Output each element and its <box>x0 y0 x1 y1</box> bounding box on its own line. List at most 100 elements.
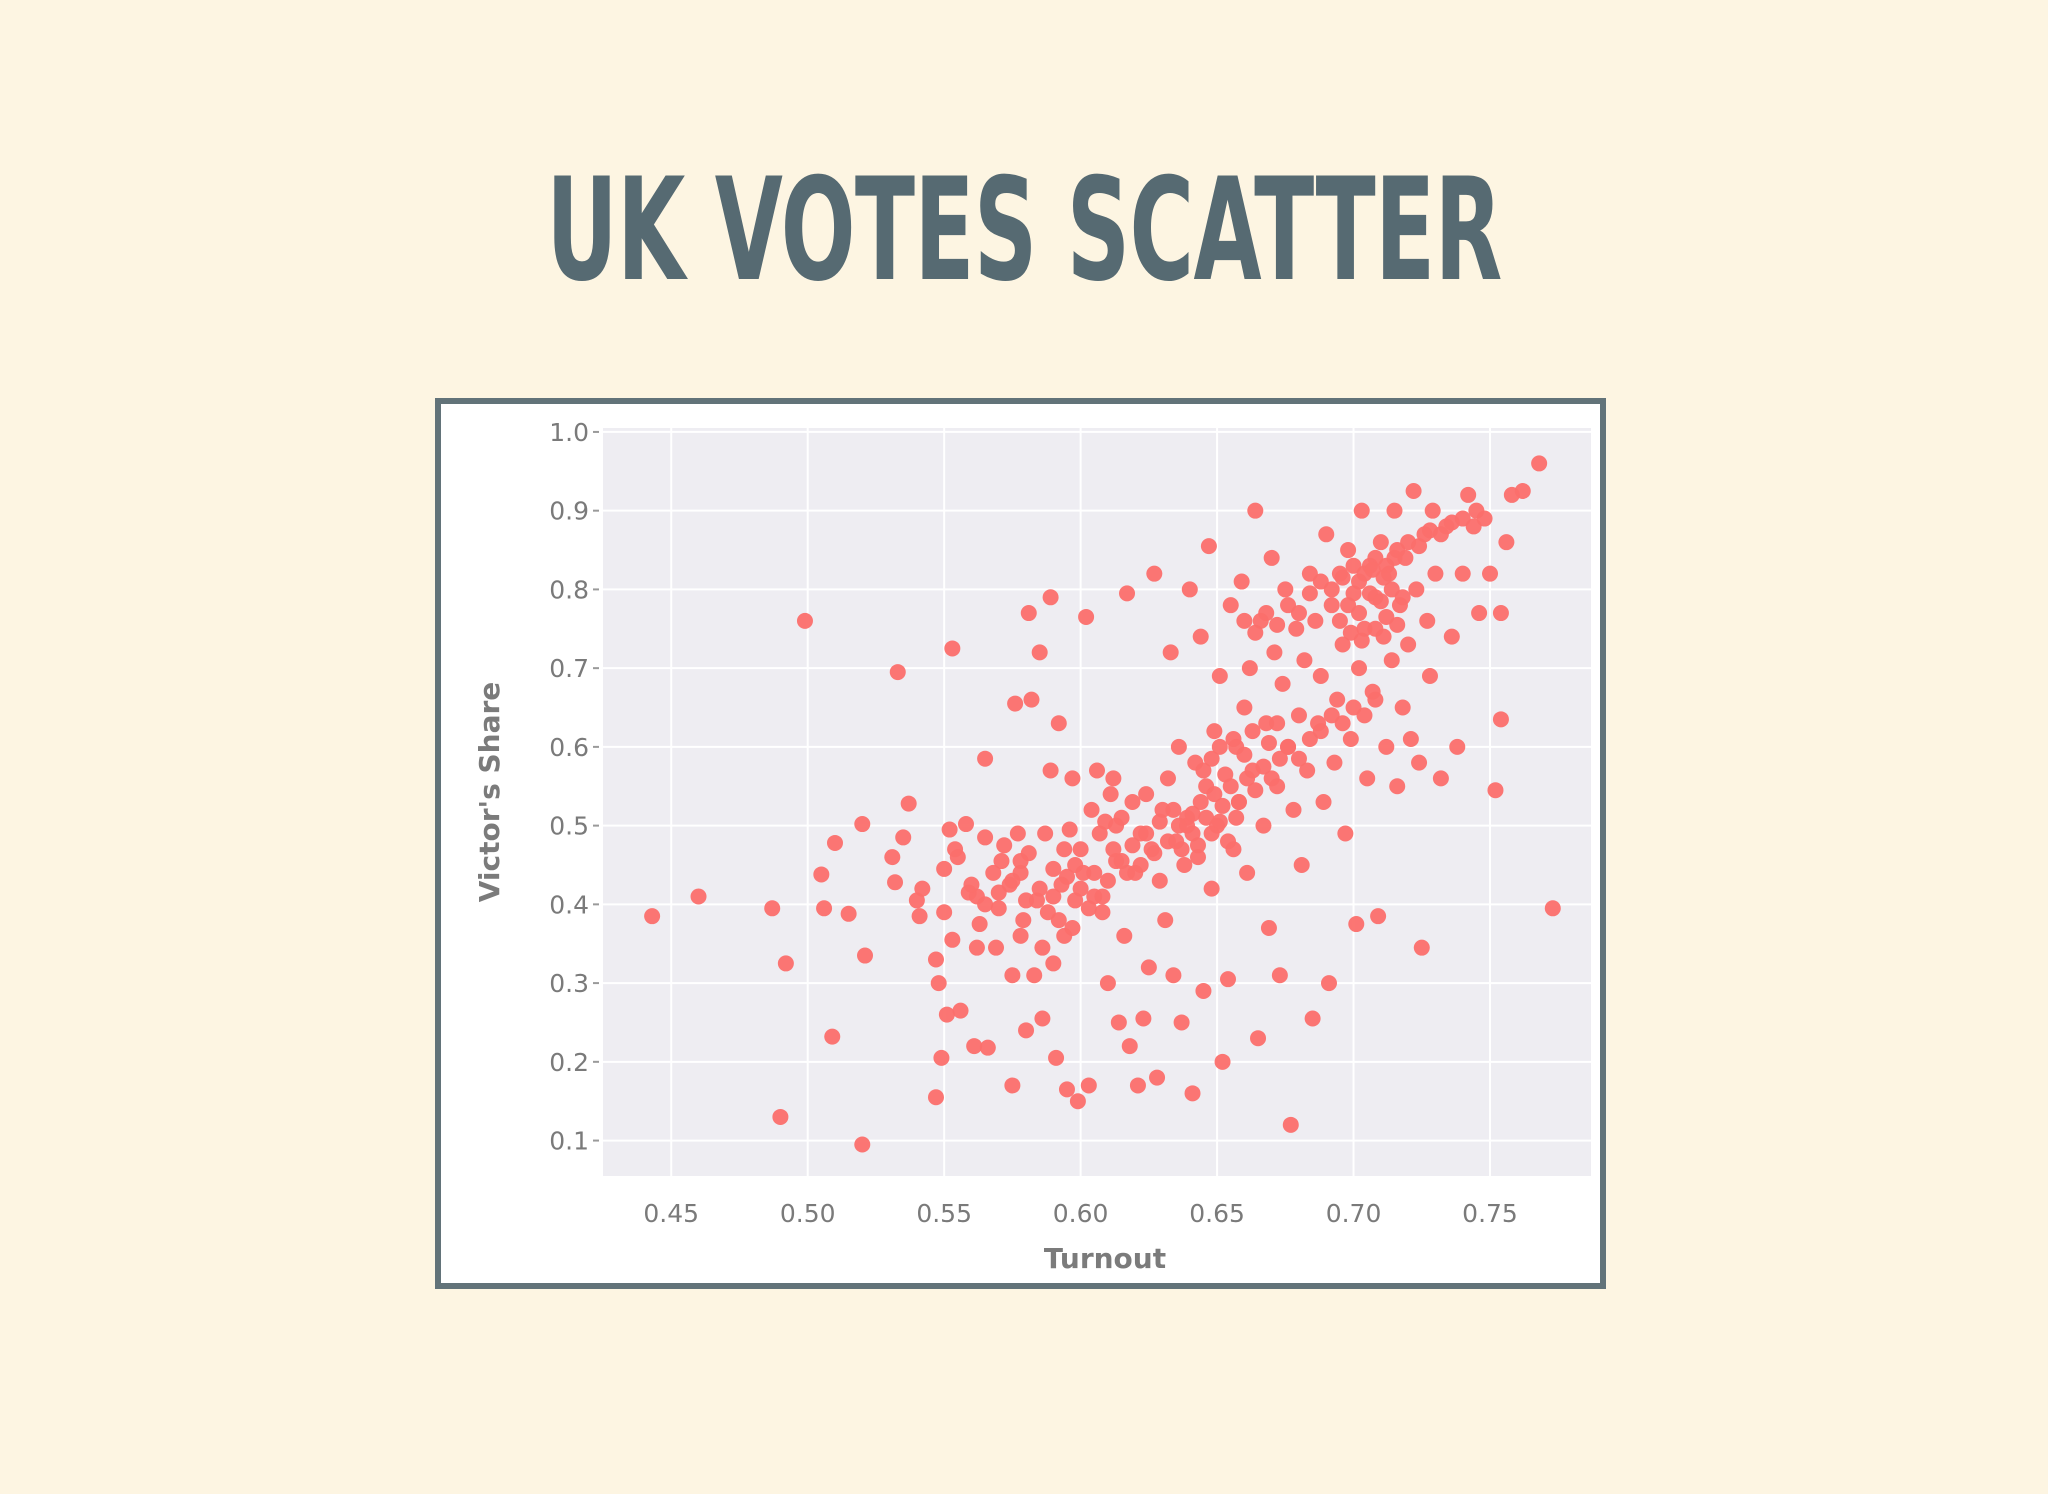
scatter-point <box>1282 1116 1299 1133</box>
scatter-point <box>1072 841 1089 858</box>
scatter-point <box>1274 675 1291 692</box>
scatter-point <box>933 1049 950 1066</box>
scatter-point <box>796 612 813 629</box>
scatter-point <box>1094 904 1111 921</box>
scatter-point <box>900 795 917 812</box>
x-tick-label: 0.65 <box>1189 1199 1245 1228</box>
scatter-point <box>1280 738 1297 755</box>
scatter-point <box>1105 841 1122 858</box>
scatter-point <box>1206 786 1223 803</box>
scatter-point <box>996 837 1013 854</box>
scatter-point <box>1135 1010 1152 1027</box>
scatter-point <box>824 1028 841 1045</box>
x-tick-label: 0.60 <box>1053 1199 1109 1228</box>
scatter-point <box>1230 794 1247 810</box>
scatter-point <box>1129 1077 1146 1094</box>
scatter-point <box>1386 502 1403 519</box>
scatter-point <box>1301 585 1318 602</box>
x-tick-label: 0.50 <box>780 1199 836 1228</box>
scatter-point <box>1173 841 1190 858</box>
scatter-point <box>1487 782 1504 799</box>
scatter-point <box>1460 486 1477 503</box>
scatter-point <box>1138 825 1155 842</box>
scatter-point <box>1356 707 1373 724</box>
y-tick-label: 0.9 <box>549 497 589 526</box>
scatter-point <box>1454 565 1471 582</box>
scatter-point <box>1189 849 1206 866</box>
scatter-point <box>911 908 928 925</box>
scatter-point <box>1020 605 1037 622</box>
scatter-point <box>1203 750 1220 767</box>
scatter-point <box>1405 482 1422 499</box>
scatter-point <box>1236 612 1253 629</box>
scatter-point <box>1492 711 1509 728</box>
scatter-point <box>977 750 994 767</box>
scatter-point <box>1351 660 1368 677</box>
scatter-point <box>644 908 661 925</box>
scatter-point <box>1151 872 1168 889</box>
scatter-point <box>1220 971 1237 988</box>
scatter-point <box>1214 1053 1231 1070</box>
scatter-point <box>1239 864 1256 881</box>
scatter-point <box>1250 1030 1267 1047</box>
scatter-point <box>1353 502 1370 519</box>
scatter-point <box>1334 636 1351 653</box>
scatter-point <box>816 900 833 917</box>
scatter-point <box>1337 825 1354 842</box>
scatter-point <box>1312 723 1329 740</box>
scatter-point <box>1424 502 1441 519</box>
scatter-point <box>1236 699 1253 716</box>
scatter-point <box>887 874 904 891</box>
scatter-point <box>1159 833 1176 850</box>
y-tick-label: 0.4 <box>549 890 589 919</box>
scatter-point <box>1116 927 1133 944</box>
scatter-point <box>1353 632 1370 649</box>
y-tick-label: 0.7 <box>549 654 589 683</box>
scatter-point <box>690 888 707 905</box>
scatter-point <box>1255 817 1272 834</box>
scatter-point <box>966 1038 983 1055</box>
scatter-point <box>1018 892 1035 909</box>
scatter-point <box>1443 628 1460 645</box>
scatter-point <box>1263 549 1280 566</box>
scatter-point <box>1184 1085 1201 1102</box>
scatter-point <box>1042 589 1059 606</box>
scatter-point <box>1083 801 1100 818</box>
scatter-point <box>1140 959 1157 976</box>
scatter-point <box>1222 778 1239 795</box>
scatter-point <box>1432 770 1449 787</box>
scatter-point <box>1277 581 1294 598</box>
scatter-point <box>1048 1049 1065 1066</box>
scatter-point <box>1400 636 1417 653</box>
scatter-point <box>1170 817 1187 834</box>
scatter-point <box>1015 912 1032 929</box>
scatter-point <box>1421 668 1438 685</box>
scatter-point <box>1468 502 1485 519</box>
scatter-point <box>854 1136 871 1153</box>
scatter-point <box>1203 825 1220 842</box>
scatter-point <box>1181 581 1198 598</box>
scatter-point <box>1124 837 1141 854</box>
scatter-point <box>968 939 985 956</box>
scatter-point <box>1225 731 1242 748</box>
scatter-point <box>944 640 961 657</box>
scatter-chart: 0.45 0.50 0.55 0.60 0.65 0.70 0.75 0.1 0.2 0.3 0.4… <box>473 418 1591 1275</box>
scatter-point <box>1031 880 1048 897</box>
scatter-point <box>957 816 974 833</box>
data-points <box>644 455 1561 1153</box>
scatter-point <box>993 853 1010 870</box>
x-tick-label: 0.70 <box>1326 1199 1382 1228</box>
scatter-point <box>1233 573 1250 590</box>
scatter-point <box>1176 856 1193 873</box>
x-tick-label: 0.75 <box>1462 1199 1518 1228</box>
scatter-point <box>988 939 1005 956</box>
scatter-point <box>1050 912 1067 929</box>
scatter-point <box>1318 526 1335 543</box>
scatter-point <box>1056 841 1073 858</box>
scatter-point <box>1099 975 1116 992</box>
scatter-point <box>1408 581 1425 598</box>
scatter-point <box>1260 919 1277 936</box>
scatter-point <box>1290 605 1307 622</box>
scatter-point <box>1026 967 1043 984</box>
scatter-point <box>1331 612 1348 629</box>
